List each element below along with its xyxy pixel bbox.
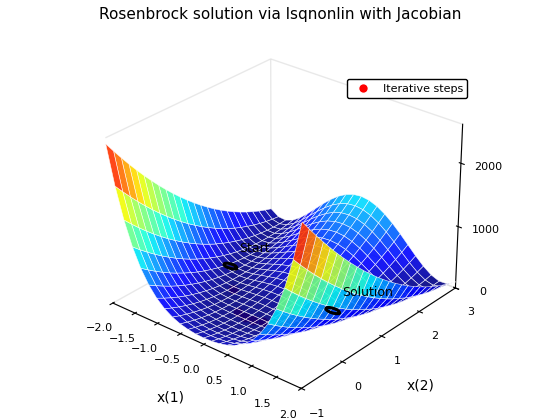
Legend: Iterative steps: Iterative steps — [347, 79, 468, 98]
Title: Rosenbrock solution via lsqnonlin with Jacobian: Rosenbrock solution via lsqnonlin with J… — [99, 7, 461, 22]
X-axis label: x(1): x(1) — [156, 391, 184, 404]
Y-axis label: x(2): x(2) — [407, 379, 435, 393]
